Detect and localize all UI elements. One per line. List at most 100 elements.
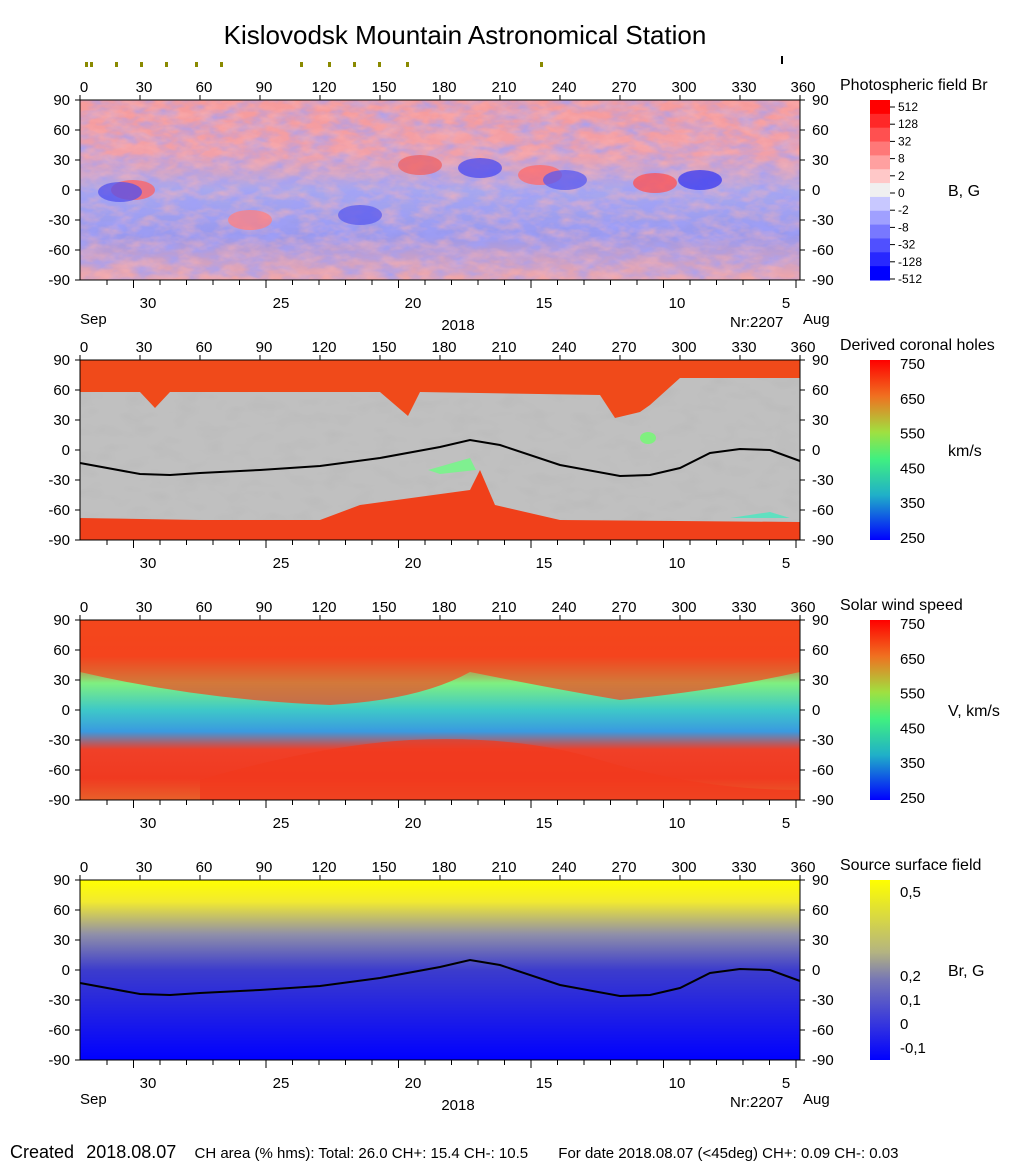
- colorbar-swatch: [870, 155, 890, 170]
- colorbar-label: 2: [898, 169, 905, 183]
- page-title: Kislovodsk Mountain Astronomical Station: [223, 20, 707, 50]
- month-label: Aug: [803, 311, 830, 328]
- longitude-tick-label: 120: [311, 79, 336, 96]
- top-tick-mark: [140, 62, 143, 67]
- latitude-tick-label: 30: [812, 932, 829, 949]
- date-tick-label: 20: [405, 815, 422, 832]
- longitude-tick-label: 360: [790, 79, 815, 96]
- created-date: 2018.08.07: [86, 1142, 177, 1162]
- latitude-tick-label: 30: [53, 672, 70, 689]
- date-tick-label: 25: [273, 555, 290, 572]
- latitude-tick-label: 90: [812, 612, 829, 629]
- latitude-tick-label: 60: [812, 382, 829, 399]
- longitude-tick-label: 150: [371, 79, 396, 96]
- date-tick-label: 10: [669, 1075, 686, 1092]
- longitude-tick-label: 270: [611, 599, 636, 616]
- latitude-tick-label: 30: [812, 672, 829, 689]
- year-label: 2018: [441, 1097, 474, 1114]
- unit-label: km/s: [948, 443, 982, 460]
- top-tick-mark: [115, 62, 118, 67]
- longitude-tick-label: 90: [256, 339, 273, 356]
- longitude-tick-label: 180: [431, 339, 456, 356]
- longitude-tick-label: 0: [80, 859, 88, 876]
- colorbar-swatch: [870, 252, 890, 267]
- latitude-tick-label: -60: [812, 1022, 834, 1039]
- latitude-tick-label: -60: [812, 242, 834, 259]
- active-region: [458, 158, 502, 178]
- colorbar-label: 650: [900, 391, 925, 408]
- latitude-tick-label: 90: [53, 872, 70, 889]
- longitude-tick-label: 300: [671, 599, 696, 616]
- latitude-tick-label: -60: [48, 1022, 70, 1039]
- year-label: 2018: [441, 317, 474, 334]
- colorbar-swatch: [870, 100, 890, 115]
- colorbar-label: 32: [898, 134, 912, 148]
- fast-wind-north: [80, 620, 800, 705]
- for-date-summary: For date 2018.08.07 (<45deg) CH+: 0.09 C…: [558, 1145, 899, 1162]
- top-tick-mark: [378, 62, 381, 67]
- latitude-tick-label: 60: [53, 902, 70, 919]
- colorbar-label: 550: [900, 426, 925, 443]
- latitude-tick-label: 0: [62, 962, 70, 979]
- colorbar-label: 250: [900, 530, 925, 547]
- colorbar-swatch: [870, 196, 890, 212]
- latitude-tick-label: 60: [812, 902, 829, 919]
- panel-title: Photospheric field Br: [840, 77, 988, 94]
- colorbar-label: 450: [900, 720, 925, 737]
- colorbar-label: 350: [900, 755, 925, 772]
- small-coronal-hole: [640, 432, 656, 444]
- active-region: [678, 170, 722, 190]
- longitude-tick-label: 330: [731, 79, 756, 96]
- top-tick-mark: [220, 62, 223, 67]
- date-tick-label: 20: [405, 555, 422, 572]
- colorbar-label: 450: [900, 460, 925, 477]
- longitude-tick-label: 330: [731, 599, 756, 616]
- longitude-tick-label: 150: [371, 599, 396, 616]
- date-tick-label: 10: [669, 295, 686, 312]
- colorbar-label: -128: [898, 255, 922, 269]
- date-tick-label: 5: [782, 815, 790, 832]
- latitude-tick-label: 90: [812, 92, 829, 109]
- active-region: [98, 182, 142, 202]
- latitude-tick-label: 30: [53, 152, 70, 169]
- unit-label: B, G: [948, 183, 980, 200]
- longitude-tick-label: 180: [431, 599, 456, 616]
- top-tick-mark: [328, 62, 331, 67]
- colorbar-label: 0,1: [900, 992, 921, 1009]
- south-polar-coronal-hole: [80, 470, 800, 540]
- colorbar: [870, 880, 890, 1060]
- longitude-tick-label: 270: [611, 79, 636, 96]
- longitude-tick-label: 60: [196, 79, 213, 96]
- latitude-tick-label: 60: [812, 122, 829, 139]
- month-label: Aug: [803, 1091, 830, 1108]
- date-tick-label: 5: [782, 295, 790, 312]
- longitude-tick-label: 30: [136, 859, 153, 876]
- active-region: [398, 155, 442, 175]
- longitude-tick-label: 60: [196, 859, 213, 876]
- latitude-tick-label: -60: [48, 502, 70, 519]
- longitude-tick-label: 60: [196, 339, 213, 356]
- latitude-tick-label: 0: [62, 702, 70, 719]
- colorbar-label: 0,5: [900, 884, 921, 901]
- colorbar: [870, 620, 890, 800]
- longitude-tick-label: 30: [136, 339, 153, 356]
- latitude-tick-label: 30: [53, 932, 70, 949]
- latitude-tick-label: 60: [53, 382, 70, 399]
- date-tick-label: 30: [140, 815, 157, 832]
- top-tick-mark: [90, 62, 93, 67]
- date-tick-label: 5: [782, 555, 790, 572]
- latitude-tick-label: -90: [812, 272, 834, 289]
- longitude-tick-label: 240: [551, 339, 576, 356]
- longitude-tick-label: 30: [136, 79, 153, 96]
- colorbar-label: 0,2: [900, 968, 921, 985]
- latitude-tick-label: -30: [812, 992, 834, 1009]
- top-tick-mark: [353, 62, 356, 67]
- date-tick-label: 20: [405, 1075, 422, 1092]
- month-label: Sep: [80, 311, 107, 328]
- longitude-tick-label: 90: [256, 79, 273, 96]
- source-surface-map: [80, 880, 800, 1060]
- latitude-tick-label: 90: [53, 352, 70, 369]
- top-tick-mark: [406, 62, 409, 67]
